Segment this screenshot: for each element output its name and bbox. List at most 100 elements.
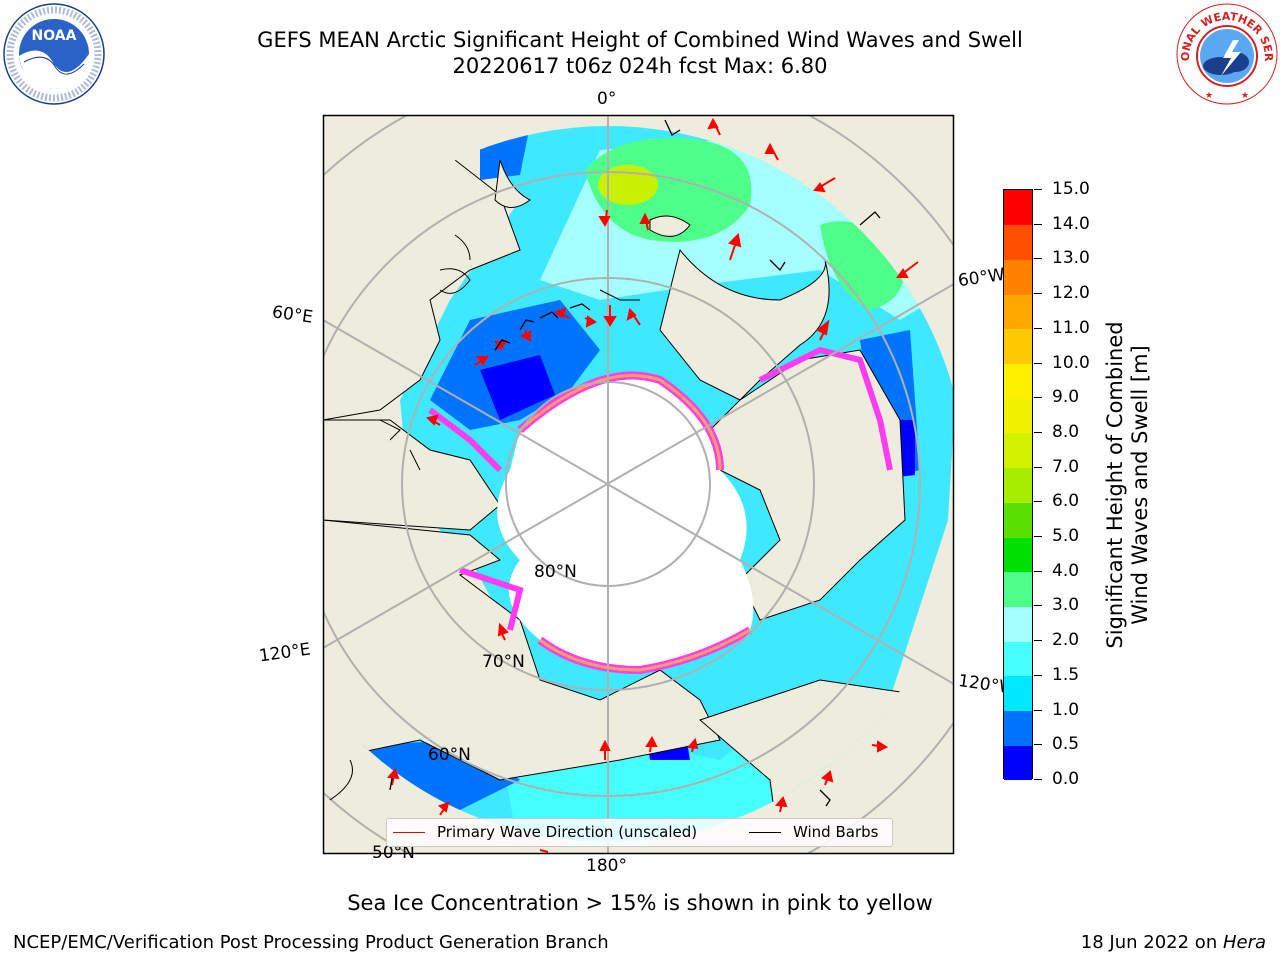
- legend-wave-line: [393, 832, 425, 833]
- colorbar-tick: [1034, 432, 1042, 433]
- colorbar-tick: [1034, 605, 1042, 606]
- colorbar-tick: [1034, 536, 1042, 537]
- lat-label-70: 70°N: [482, 652, 525, 672]
- colorbar-segment: [1004, 571, 1032, 607]
- colorbar-tick: [1034, 501, 1042, 502]
- colorbar-tick: [1034, 363, 1042, 364]
- colorbar-segment: [1004, 537, 1032, 573]
- ice-edge-kara: [428, 407, 503, 473]
- noaa-logo: NOAA: [3, 3, 105, 105]
- colorbar-title-line1: Significant Height of Combined: [1103, 321, 1127, 649]
- colorbar-tick-label: 7.0: [1052, 457, 1080, 477]
- colorbar-tick-label: 13.0: [1052, 248, 1090, 268]
- lat-label-60: 60°N: [428, 745, 471, 765]
- wind-barbs: [389, 119, 881, 807]
- meridian-120e-60w: [323, 283, 954, 649]
- svalbard-land: [649, 215, 691, 237]
- legend-wave-label: Primary Wave Direction (unscaled): [437, 823, 698, 841]
- colorbar-segment: [1004, 467, 1032, 503]
- coastlines: [329, 234, 640, 801]
- colorbar-tick-label: 15.0: [1052, 179, 1090, 199]
- colorbar-title-line2: Wind Waves and Swell [m]: [1128, 345, 1152, 625]
- colorbar-tick: [1034, 744, 1042, 745]
- colorbar-tick: [1034, 397, 1042, 398]
- greenland-land: [659, 248, 830, 401]
- colorbar-tick-label: 10.0: [1052, 353, 1090, 373]
- colorbar-tick-label: 14.0: [1052, 214, 1090, 234]
- kola-land: [494, 159, 531, 208]
- colorbar-tick-label: 0.0: [1052, 769, 1080, 789]
- colorbar-segment: [1004, 363, 1032, 399]
- footer-date-text: 18 Jun 2022 on: [1080, 932, 1223, 953]
- sea-ice-pack: [497, 375, 754, 670]
- meridian-60e-120w: [323, 319, 954, 685]
- wave-field-3m: [585, 138, 752, 242]
- colorbar-tick-label: 1.5: [1052, 665, 1080, 685]
- colorbar-segment: [1004, 259, 1032, 295]
- wave-direction-arrows: [387, 117, 919, 853]
- wave-field-lt-half-m: [480, 355, 555, 420]
- colorbar-tick: [1034, 675, 1042, 676]
- colorbar-tick: [1034, 328, 1042, 329]
- canadian-archipelago-land: [699, 349, 906, 621]
- svg-text:★: ★: [1205, 91, 1213, 101]
- colorbar-tick: [1034, 571, 1042, 572]
- footer-host: Hera: [1222, 932, 1266, 953]
- colorbar-segment: [1004, 606, 1032, 642]
- wave-field-max: [598, 165, 658, 205]
- colorbar-tick: [1034, 224, 1042, 225]
- colorbar-segment: [1004, 641, 1032, 677]
- colorbar-tick-label: 11.0: [1052, 318, 1090, 338]
- colorbar-tick: [1034, 258, 1042, 259]
- ice-edge-baffin: [758, 346, 893, 471]
- colorbar-tick-label: 9.0: [1052, 387, 1080, 407]
- colorbar-segment: [1004, 328, 1032, 365]
- lon-label-0: 0°: [597, 89, 617, 109]
- colorbar-segment: [1004, 398, 1032, 434]
- colorbar-segment: [1004, 294, 1032, 330]
- colorbar-tick: [1034, 467, 1042, 468]
- colorbar-tick-label: 1.0: [1052, 700, 1080, 720]
- colorbar-segment: [1004, 502, 1032, 538]
- colorbar-tick-label: 3.0: [1052, 595, 1080, 615]
- colorbar-segment: [1004, 190, 1032, 226]
- lon-label-180: 180°: [586, 856, 627, 876]
- colorbar-segment: [1004, 745, 1032, 781]
- colorbar-tick-label: 8.0: [1052, 422, 1080, 442]
- ice-edge-atlantic-inner: [519, 374, 722, 471]
- colorbar-tick: [1034, 293, 1042, 294]
- colorbar-tick-label: 2.0: [1052, 630, 1080, 650]
- legend-barb-label: Wind Barbs: [793, 823, 879, 841]
- colorbar-tick-label: 0.5: [1052, 734, 1080, 754]
- colorbar-tick: [1034, 779, 1042, 780]
- ice-edge-laptev: [459, 567, 524, 631]
- colorbar-title: Significant Height of Combined Wind Wave…: [1103, 321, 1153, 648]
- svg-text:★: ★: [1241, 91, 1249, 101]
- colorbar-tick-label: 5.0: [1052, 526, 1080, 546]
- colorbar-segment: [1004, 432, 1032, 469]
- map-legend: Primary Wave Direction (unscaled) Wind B…: [386, 818, 893, 847]
- lat-label-50: 50°N: [372, 843, 415, 863]
- colorbar-tick-label: 4.0: [1052, 561, 1080, 581]
- legend-barb-line: [749, 832, 781, 833]
- colorbar: [1003, 189, 1033, 781]
- colorbar-tick: [1034, 710, 1042, 711]
- colorbar-tick: [1034, 189, 1042, 190]
- colorbar-tick-label: 12.0: [1052, 283, 1090, 303]
- colorbar-tick-label: 6.0: [1052, 491, 1080, 511]
- lat-label-80: 80°N: [534, 562, 577, 582]
- colorbar-segment: [1004, 710, 1032, 746]
- nws-logo: NATIONAL WEATHER SERVICE ★ ★: [1175, 2, 1278, 105]
- noaa-logo-text: NOAA: [32, 28, 77, 44]
- footer-date: 18 Jun 2022 on Hera: [1081, 932, 1266, 953]
- colorbar-tick: [1034, 640, 1042, 641]
- ice-edge-pacific-inner: [539, 628, 751, 672]
- plot-subtitle: 20220617 t06z 024h fcst Max: 6.80: [452, 54, 828, 78]
- map-frame: [322, 114, 955, 855]
- west-siberia-land: [323, 419, 501, 531]
- colorbar-segment: [1004, 224, 1032, 260]
- colorbar-segment: [1004, 675, 1032, 712]
- graticule: [323, 115, 954, 854]
- sea-ice-caption: Sea Ice Concentration > 15% is shown in …: [347, 891, 933, 915]
